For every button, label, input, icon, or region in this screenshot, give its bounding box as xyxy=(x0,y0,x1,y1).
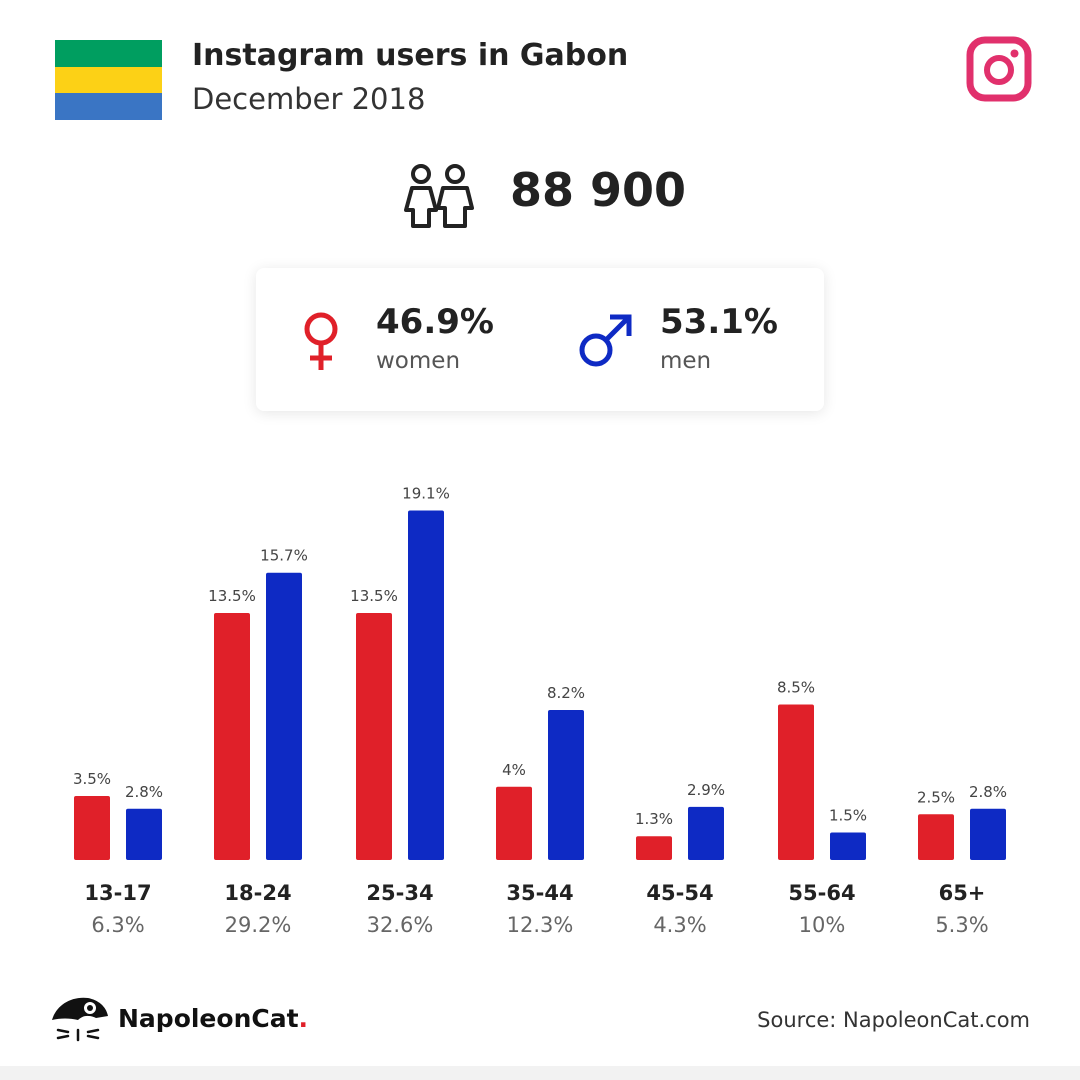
bar-men-13-17 xyxy=(126,808,162,860)
bar-value-label-women-45-54: 1.3% xyxy=(635,810,673,828)
bar-value-label-men-55-64: 1.5% xyxy=(829,807,867,825)
bar-value-label-men-18-24: 15.7% xyxy=(260,547,308,565)
bar-women-25-34 xyxy=(356,612,392,860)
bar-group-13-17: 3.5% 2.8% 13-17 6.3% xyxy=(73,770,163,937)
women-label: women xyxy=(376,348,461,374)
brand-dot: . xyxy=(298,1004,309,1033)
brand-name: NapoleonCat. xyxy=(118,1004,308,1033)
gender-split-card: 46.9% women 53.1% men xyxy=(256,268,824,411)
page-title: Instagram users in Gabon xyxy=(192,38,629,73)
bar-value-label-men-65+: 2.8% xyxy=(969,783,1007,801)
bar-value-label-men-45-54: 2.9% xyxy=(687,781,725,799)
instagram-icon xyxy=(966,36,1032,102)
bar-group-45-54: 1.3% 2.9% 45-54 4.3% xyxy=(635,781,725,937)
napoleoncat-logo-icon xyxy=(52,997,108,1042)
flag-stripe-green xyxy=(55,40,162,67)
category-total-18-24: 29.2% xyxy=(225,913,292,937)
bar-group-35-44: 4% 8.2% 35-44 12.3% xyxy=(496,684,585,937)
bar-value-label-women-65+: 2.5% xyxy=(917,788,955,806)
users-icon xyxy=(404,164,474,228)
bar-group-55-64: 8.5% 1.5% 55-64 10% xyxy=(777,678,867,937)
bar-women-55-64 xyxy=(778,704,814,860)
bar-value-label-women-35-44: 4% xyxy=(502,761,526,779)
men-percentage: 53.1% xyxy=(660,302,778,342)
category-total-55-64: 10% xyxy=(799,913,846,937)
page-subtitle: December 2018 xyxy=(192,82,426,116)
total-users-value: 88 900 xyxy=(510,163,687,217)
bar-men-55-64 xyxy=(830,832,866,860)
female-icon xyxy=(304,312,338,370)
footer-band xyxy=(0,1066,1080,1080)
bar-women-35-44 xyxy=(496,786,532,860)
source-credit: Source: NapoleonCat.com xyxy=(757,1008,1030,1032)
women-percentage: 46.9% xyxy=(376,302,494,342)
bar-women-65+ xyxy=(918,814,954,860)
category-total-65+: 5.3% xyxy=(935,913,988,937)
category-total-45-54: 4.3% xyxy=(653,913,706,937)
flag-stripe-blue xyxy=(55,93,162,120)
category-label-45-54: 45-54 xyxy=(646,881,713,905)
bar-value-label-men-13-17: 2.8% xyxy=(125,783,163,801)
category-label-18-24: 18-24 xyxy=(224,881,291,905)
bar-value-label-women-55-64: 8.5% xyxy=(777,678,815,696)
bar-value-label-men-35-44: 8.2% xyxy=(547,684,585,702)
bar-men-35-44 xyxy=(548,709,584,860)
bar-men-18-24 xyxy=(266,572,302,860)
category-total-13-17: 6.3% xyxy=(91,913,144,937)
category-label-25-34: 25-34 xyxy=(366,881,433,905)
bar-women-18-24 xyxy=(214,612,250,860)
category-label-65+: 65+ xyxy=(939,881,986,905)
flag-stripe-yellow xyxy=(55,66,162,94)
bar-men-45-54 xyxy=(688,806,724,860)
male-icon xyxy=(579,314,632,367)
country-flag xyxy=(55,40,162,120)
category-label-13-17: 13-17 xyxy=(84,881,151,905)
bar-value-label-men-25-34: 19.1% xyxy=(402,484,450,502)
bar-value-label-women-25-34: 13.5% xyxy=(350,587,398,605)
bar-value-label-women-18-24: 13.5% xyxy=(208,587,256,605)
bar-women-45-54 xyxy=(636,836,672,860)
bar-men-25-34 xyxy=(408,510,444,860)
bar-group-25-34: 13.5% 19.1% 25-34 32.6% xyxy=(350,484,450,937)
bar-value-label-women-13-17: 3.5% xyxy=(73,770,111,788)
bar-group-65+: 2.5% 2.8% 65+ 5.3% xyxy=(917,783,1007,937)
category-label-55-64: 55-64 xyxy=(788,881,855,905)
bar-men-65+ xyxy=(970,808,1006,860)
category-label-35-44: 35-44 xyxy=(506,881,573,905)
brand-name-text: NapoleonCat xyxy=(118,1004,299,1033)
men-label: men xyxy=(660,348,712,374)
bar-group-18-24: 13.5% 15.7% 18-24 29.2% xyxy=(208,547,308,937)
category-total-25-34: 32.6% xyxy=(367,913,434,937)
category-total-35-44: 12.3% xyxy=(507,913,574,937)
age-gender-bar-chart: 3.5%2.8%13-176.3%13.5%15.7%18-2429.2%13.… xyxy=(73,484,1007,937)
bar-women-13-17 xyxy=(74,795,110,860)
